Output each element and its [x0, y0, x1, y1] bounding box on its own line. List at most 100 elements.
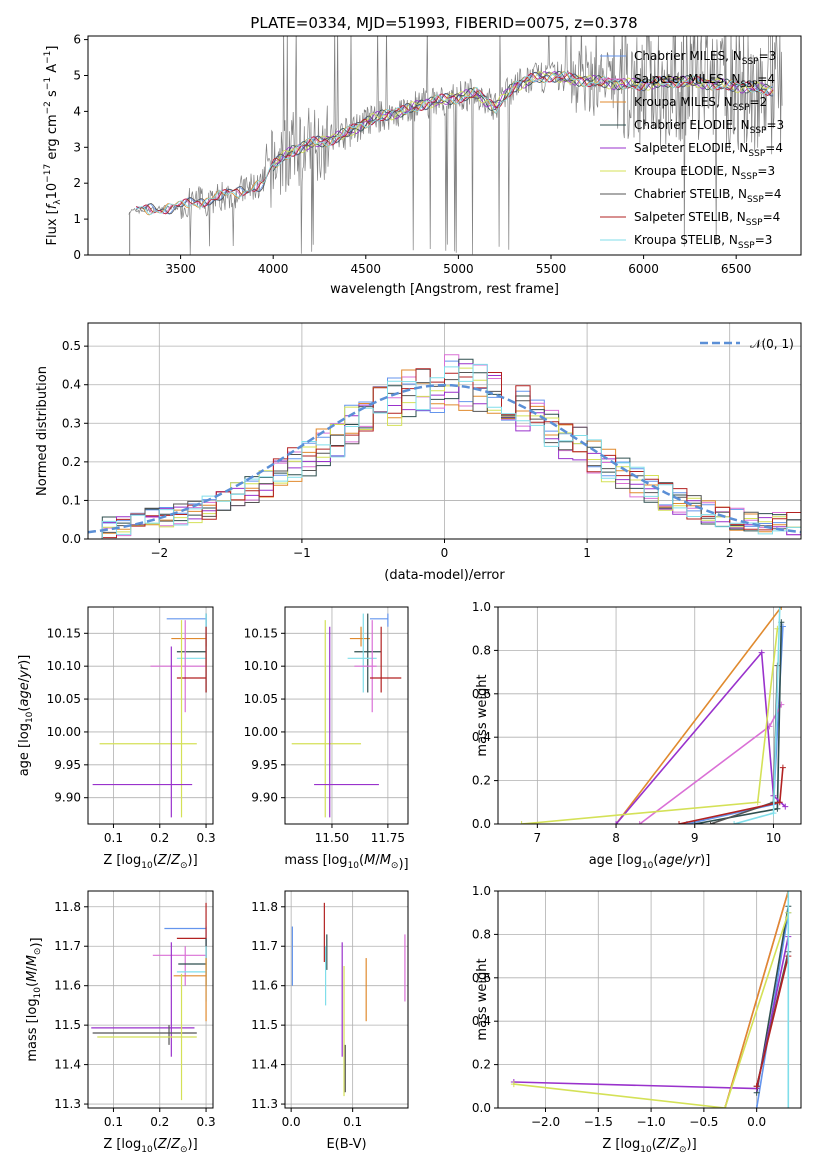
x-tick-label: 9: [691, 831, 699, 845]
y-tick-label: 6: [73, 33, 81, 47]
y-axis-label: mass weight: [475, 674, 490, 756]
weight-marker: [753, 1083, 760, 1090]
age-vs-mass-panel: 11.50 11.75 9.90 9.95 10.00 10.05 10.10 10.15 ma…: [244, 606, 409, 872]
x-axis-label: E(B-V): [326, 1137, 366, 1152]
weight-marker: [782, 803, 789, 810]
x-tick-label: −2.0: [531, 1115, 560, 1129]
y-tick-label: 0.3: [62, 416, 81, 430]
x-axis-label: (data-model)/error: [384, 568, 505, 583]
x-tick-label: 0.3: [197, 831, 216, 845]
residual-histogram: [88, 369, 801, 539]
x-tick-label: 6500: [721, 262, 752, 276]
x-tick-label: 8: [612, 831, 620, 845]
y-tick-label: 11.6: [251, 979, 278, 993]
axes-frame: [87, 35, 802, 256]
legend-entry: Kroupa STELIB, NSSP=3: [634, 233, 772, 251]
weight-marker: [613, 821, 620, 824]
y-axis-label: age [log10(age/yr)]: [17, 655, 35, 777]
spectrum-model-line: [135, 71, 774, 215]
residual-histogram: [88, 372, 801, 539]
y-tick-label: 11.4: [54, 1058, 81, 1072]
weight-marker: [776, 799, 783, 806]
weight-series-line: [755, 955, 790, 1087]
x-tick-label: 6000: [628, 262, 659, 276]
y-tick-label: 2: [73, 176, 81, 190]
x-tick-label: 0.1: [104, 1115, 123, 1129]
x-tick-label: 0.1: [104, 831, 123, 845]
residual-histogram: [88, 363, 801, 539]
legend-entry: Kroupa MILES, NSSP=2: [634, 95, 767, 113]
weight-marker: [731, 821, 738, 824]
y-tick-label: 0.0: [62, 532, 81, 546]
weight-marker: [774, 805, 781, 812]
weight-vs-age-panel: 7 8 9 10 0.0 0.2 0.4 0.6 0.8 1.0 mass weight age [l…: [472, 600, 802, 871]
x-tick-label: 11.50: [315, 831, 349, 845]
y-tick-label: 9.95: [54, 758, 81, 772]
weight-marker: [785, 891, 792, 894]
x-tick-label: 0.2: [150, 831, 169, 845]
y-tick-label: 9.90: [54, 791, 81, 805]
y-tick-label: 11.8: [251, 900, 278, 914]
axes-frame: [284, 606, 409, 825]
y-tick-label: 11.7: [251, 939, 278, 953]
x-tick-label: 1: [583, 546, 591, 560]
y-tick-label: 10.05: [244, 692, 278, 706]
weight-series-line: [615, 650, 786, 824]
age-vs-Z-panel: 0.1 0.2 0.3 9.90 9.95 10.00 10.05 10.10 10.15 Z […: [17, 606, 216, 871]
y-tick-label: 10.05: [47, 692, 81, 706]
x-tick-label: 10: [766, 831, 781, 845]
y-tick-label: 11.3: [251, 1097, 278, 1111]
x-tick-label: 4000: [258, 262, 289, 276]
y-tick-label: 10.15: [47, 626, 81, 640]
spectrum-panel: 3500 4000 4500 5000 5500 6000 6500 0 1 2 3 4 5 6 wavel…: [43, 33, 802, 297]
y-axis-label: mass [log10(M/M⊙)]: [25, 937, 44, 1061]
axes-frame: [497, 890, 802, 1109]
y-axis-label: Flux [fλ10−17 erg cm−2 s−1 A−1]: [43, 46, 63, 246]
x-tick-label: 2: [726, 546, 734, 560]
weight-marker: [778, 607, 785, 610]
x-tick-label: 0: [441, 546, 449, 560]
weight-marker: [770, 810, 777, 817]
y-tick-label: 4: [73, 104, 81, 118]
x-axis-label: Z [log10(Z/Z⊙)]: [103, 1137, 197, 1155]
legend-entry: Salpeter MILES, NSSP=4: [634, 72, 775, 90]
weight-marker: [707, 821, 714, 824]
x-axis-label: mass [log10(M/M⊙)]: [284, 853, 408, 872]
x-tick-label: 5000: [443, 262, 474, 276]
weight-vs-Z-panel: −2.0 −1.5 −1.0 −0.5 0.0 0.0 0.2 0.4 0.6 0.8 1.0 mas…: [472, 884, 802, 1155]
y-tick-label: 0.4: [472, 1014, 491, 1028]
y-axis-label: mass weight: [475, 958, 490, 1040]
weight-marker: [510, 1081, 517, 1088]
weight-marker: [785, 1105, 792, 1108]
y-tick-label: 0.6: [472, 971, 491, 985]
y-tick-label: 0.2: [472, 1058, 491, 1072]
y-tick-label: 0.0: [472, 1101, 491, 1115]
weight-series-line: [521, 628, 779, 824]
y-tick-label: 0.2: [62, 455, 81, 469]
y-tick-label: 0: [73, 248, 81, 262]
weight-marker: [518, 821, 525, 824]
y-tick-label: 11.7: [54, 939, 81, 953]
weight-marker: [636, 821, 643, 824]
weight-marker: [776, 607, 783, 610]
legend-entry: Chabrier MILES, NSSP=3: [634, 49, 776, 67]
weight-series-line: [686, 626, 784, 824]
mass-vs-ebv-panel: 0.0 0.1 11.3 11.4 11.5 11.6 11.7 11.8 E(B-V): [251, 890, 409, 1152]
axes-frame: [87, 322, 802, 540]
spectrum-data-line: [128, 36, 783, 255]
y-tick-label: 1: [73, 212, 81, 226]
x-tick-label: −2: [150, 546, 168, 560]
x-axis-label: Z [log10(Z/Z⊙)]: [103, 853, 197, 871]
spectrum-model-line: [273, 71, 774, 166]
axes-frame: [284, 890, 409, 1109]
x-tick-label: 0.3: [197, 1115, 216, 1129]
weight-series-line: [724, 891, 790, 1108]
axes-frame: [87, 890, 214, 1109]
x-tick-label: −1.5: [584, 1115, 613, 1129]
y-tick-label: 1.0: [472, 600, 491, 614]
x-tick-label: 5500: [536, 262, 567, 276]
y-tick-label: 11.5: [251, 1018, 278, 1032]
weight-series-line: [615, 607, 782, 824]
y-tick-label: 0.0: [472, 817, 491, 831]
y-tick-label: 3: [73, 140, 81, 154]
